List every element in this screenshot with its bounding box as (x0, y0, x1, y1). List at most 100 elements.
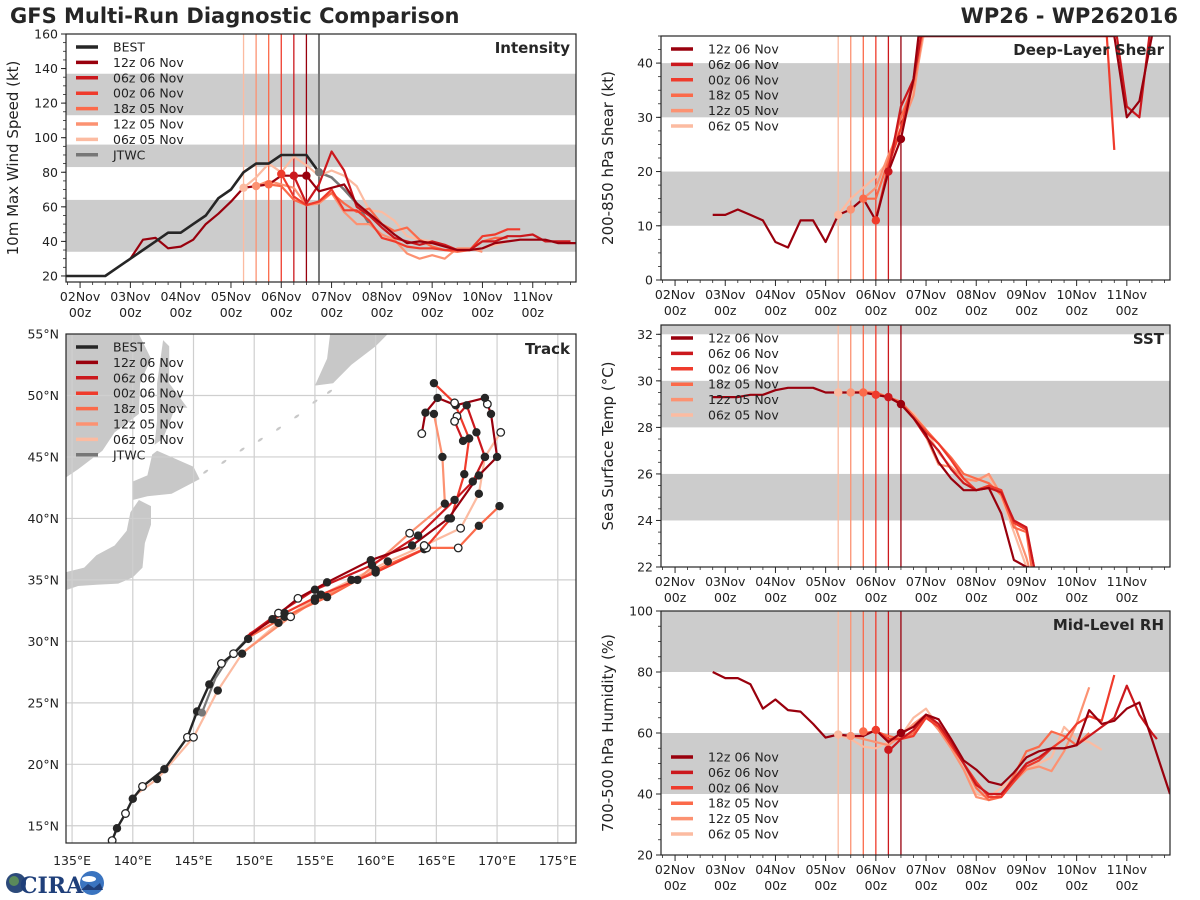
track-point-open (417, 429, 427, 439)
x-tick-label-hour: 00z (371, 305, 394, 320)
init-marker (871, 390, 881, 400)
x-tick-label-hour: 00z (965, 590, 988, 605)
shaded-band (66, 144, 576, 168)
track-point-open (293, 593, 303, 603)
x-tick-label-date: 03Nov (110, 289, 151, 304)
x-tick-label-date: 03Nov (705, 287, 746, 302)
track-point-filled (492, 452, 502, 462)
legend-label: JTWC (112, 147, 146, 162)
x-tick-label-hour: 00z (270, 305, 293, 320)
init-marker (264, 180, 273, 189)
legend-label: 00z 06 Nov (113, 386, 184, 401)
legend-label: 06z 06 Nov (113, 70, 184, 85)
x-tick-label-hour: 00z (764, 590, 787, 605)
track-point-filled (429, 378, 439, 388)
island (257, 437, 263, 442)
init-marker (314, 168, 324, 177)
x-tick-label-hour: 00z (865, 878, 888, 893)
legend-label: 06z 05 Nov (708, 827, 779, 842)
x-tick-label-date: 04Nov (161, 289, 202, 304)
legend-label: 06z 05 Nov (113, 432, 184, 447)
track-point-open (450, 398, 460, 408)
legend-label: 06z 06 Nov (708, 346, 779, 361)
x-tick-label-date: 07Nov (906, 287, 947, 302)
init-marker (896, 399, 906, 409)
x-tick-label-hour: 00z (915, 590, 938, 605)
x-tick-label-date: 07Nov (311, 289, 352, 304)
x-tick-label-hour: 00z (764, 303, 787, 318)
panel-intensity: 2040608010012014016002Nov00z03Nov00z04No… (4, 27, 577, 320)
track-point-open (121, 809, 130, 818)
legend-label: 12z 06 Nov (708, 331, 779, 346)
x-tick-label-hour: 00z (865, 303, 888, 318)
track-point-filled (213, 686, 222, 695)
x-tick-label-date: 11Nov (1107, 287, 1148, 302)
island (275, 426, 282, 431)
lon-tick-label: 145°E (174, 853, 212, 868)
track-point-filled (237, 649, 247, 658)
legend-label: 12z 05 Nov (708, 103, 779, 118)
track-point-open (189, 732, 198, 742)
track-point-open (496, 427, 506, 437)
track-point-filled (205, 680, 214, 689)
legend-label: 06z 05 Nov (708, 119, 779, 134)
track-point-filled (468, 477, 477, 486)
shaded-band (661, 611, 1170, 672)
init-marker (884, 167, 893, 176)
land-mass (66, 334, 151, 478)
track-point-filled (460, 469, 469, 479)
x-tick-label-date: 11Nov (1107, 862, 1148, 877)
x-tick-label-date: 09Nov (1006, 287, 1047, 302)
init-marker (302, 171, 311, 180)
axes-frame (65, 333, 577, 844)
land-mass (66, 500, 151, 591)
panel-track: 15°N 20°N 25°N 30°N 35°N 40°N 45°N 50°N 55°N 135°… (27, 327, 577, 869)
lon-tick-label: 160°E (357, 853, 395, 868)
x-tick-label-hour: 00z (965, 878, 988, 893)
track-point-filled (438, 452, 447, 462)
panel-title: Track (525, 340, 571, 358)
track-point-filled (383, 557, 392, 566)
x-tick-label-hour: 00z (320, 305, 343, 320)
x-tick-label-hour: 00z (1015, 878, 1038, 893)
track-point-filled (474, 489, 484, 499)
x-tick-label-hour: 00z (664, 303, 687, 318)
series-line-00z-06-nov (875, 674, 1116, 799)
track-point-filled (421, 408, 430, 417)
x-tick-label-date: 10Nov (1056, 574, 1097, 589)
x-tick-label-hour: 00z (1065, 590, 1088, 605)
y-tick-label: 40 (42, 234, 58, 249)
legend-label: JTWC (112, 447, 146, 462)
x-tick-label-hour: 00z (1116, 303, 1139, 318)
shaded-band (661, 171, 1170, 226)
legend-label: 12z 06 Nov (113, 55, 184, 70)
y-tick-label: 24 (637, 513, 653, 528)
track-point-filled (440, 499, 450, 508)
track-point-filled (274, 618, 283, 628)
y-tick-label: 26 (637, 466, 653, 481)
legend-label: 12z 06 Nov (113, 355, 184, 370)
legend-label: 06z 06 Nov (708, 765, 779, 780)
x-tick-label-hour: 00z (1116, 878, 1139, 893)
y-axis-label: 10m Max Wind Speed (kt) (4, 61, 22, 256)
init-marker (239, 183, 248, 193)
x-tick-label-hour: 00z (764, 878, 787, 893)
x-tick-label-hour: 00z (814, 590, 837, 605)
x-tick-label-hour: 00z (965, 303, 988, 318)
x-tick-label-hour: 00z (522, 305, 545, 320)
lat-tick-label: 45°N (27, 449, 59, 464)
track-point-filled (322, 592, 332, 602)
shaded-band (661, 733, 1170, 794)
track-point-open (419, 541, 429, 550)
legend-label: 18z 05 Nov (708, 88, 779, 103)
y-tick-label: 32 (637, 327, 653, 342)
map-area (66, 334, 576, 843)
y-tick-label: 100 (629, 604, 653, 619)
panel-sst: 22242628303202Nov00z03Nov00z04Nov00z05No… (599, 324, 1171, 605)
y-tick-label: 28 (637, 420, 653, 435)
y-tick-label: 100 (34, 130, 58, 145)
legend-label: 00z 06 Nov (708, 361, 779, 376)
track-point-filled (495, 501, 504, 511)
panel-title: SST (1133, 330, 1165, 348)
